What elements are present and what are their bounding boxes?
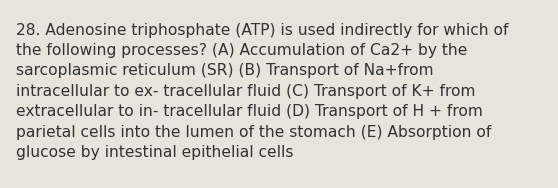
Text: 28. Adenosine triphosphate (ATP) is used indirectly for which of
the following p: 28. Adenosine triphosphate (ATP) is used… bbox=[16, 23, 508, 160]
